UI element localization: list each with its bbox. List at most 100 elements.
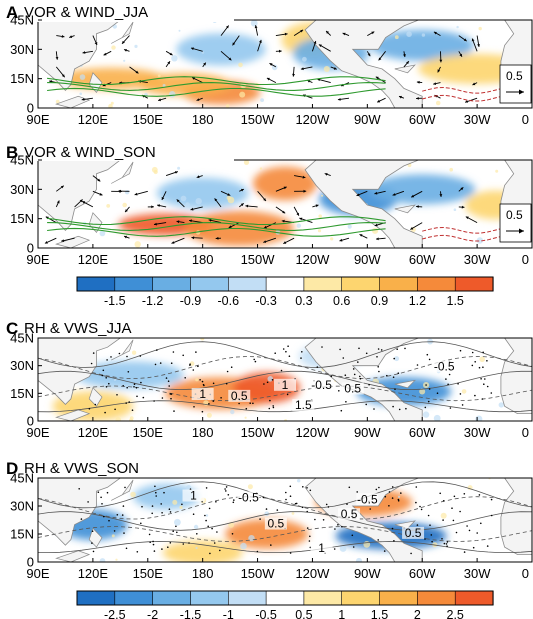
colorbar-1-tick-label: -0.9 (180, 294, 202, 308)
colorbar-1: -1.5 -1.2 -0.9 -0.6 -0.3 0.3 0.6 0.9 1.2 1.5 (76, 276, 494, 308)
panel-b-xtick-label: 150E (133, 252, 164, 267)
panel-b-ytick-label: 15N (10, 211, 34, 226)
panel-a-xtick-label: 180 (192, 112, 214, 127)
panel-b-xtick-label: 90W (354, 252, 381, 267)
panel-b-xtick-label: 60W (409, 252, 436, 267)
panel-c-title: RH & VWS_JJA (24, 320, 132, 337)
panel-d-overlay (38, 481, 532, 555)
panel-d-contour-label: -0.5 (238, 490, 259, 504)
panel-d-xtick-label: 60W (409, 566, 436, 581)
panel-d-feature (225, 519, 309, 549)
panel-d-contour-label: 1 (190, 489, 197, 503)
colorbar-2-swatch (379, 590, 418, 606)
panel-b-title: VOR & WIND_SON (24, 144, 156, 161)
panel-b-feature (369, 174, 476, 205)
panel-b-xtick-label: 120W (295, 252, 330, 267)
colorbar-2-swatch (190, 590, 229, 606)
colorbar-1-tick-label: 0.9 (371, 294, 388, 308)
panel-d-xtick-label: 150W (241, 566, 276, 581)
colorbar-1-swatch (190, 276, 229, 292)
colorbar-1-swatch (303, 276, 343, 292)
panel-c-ytick-label: 30N (10, 358, 34, 373)
colorbar-2-swatch (265, 590, 305, 606)
panel-d-xtick-label: 150E (133, 566, 164, 581)
panel-c-xticks: 90E 120E 150E 180 150W 120W 90W 60W 30W 0 (26, 417, 533, 440)
panel-b-xtick-label: 0 (522, 252, 529, 267)
colorbar-1-tick-label: -1.5 (104, 294, 126, 308)
panel-d-letter: D (6, 459, 18, 478)
panel-b-refvec-label: 0.5 (506, 208, 523, 222)
panel-d-xtick-label: 90E (26, 566, 49, 581)
panel-c-contour-label: -0.5 (311, 378, 332, 392)
panel-a-xtick-label: 0 (522, 112, 529, 127)
panel-c-xtick-label: 0 (522, 425, 529, 440)
panel-d-contour-label: 0.5 (268, 517, 285, 531)
panel-d: D RH & VWS_SON 0 15N 30N 45N 90E 120E 150E 180… (6, 459, 533, 581)
panel-a-ytick-label: 30N (10, 42, 34, 57)
colorbar-1-tick-label: 1.2 (409, 294, 426, 308)
panel-c: C RH & VWS_JJA 0 15N 30N 45N 90E 120E 150E 180… (6, 319, 533, 440)
panel-b-refvec: 0.5 (499, 203, 532, 243)
panel-c-feature (75, 361, 184, 389)
panel-d-contour-label: 0.5 (341, 507, 358, 521)
colorbar-2-tick-label: -1 (223, 608, 234, 619)
colorbar-2-tick-label: 1.5 (371, 608, 388, 619)
panel-a: A VOR & WIND_JJA 0 15N 30N 45N 90E 120E 150E 1… (4, 2, 533, 127)
panel-d-ytick-label: 15N (10, 527, 34, 542)
colorbar-1-tick-label: -0.6 (218, 294, 240, 308)
panel-b-yticks: 0 15N 30N 45N (10, 153, 42, 256)
panel-d-ytick-label: 30N (10, 499, 34, 514)
panel-a-yticks: 0 15N 30N 45N (10, 13, 42, 116)
panel-c-overlay (38, 341, 532, 414)
panel-d-xtick-label: 120W (295, 566, 330, 581)
panel-c-xtick-label: 30W (464, 425, 491, 440)
panel-a-xtick-label: 120W (295, 112, 330, 127)
colorbar-1-tick-label: -0.3 (255, 294, 277, 308)
panel-c-xtick-label: 90W (354, 425, 381, 440)
panel-a-ytick-label: 15N (10, 71, 34, 86)
panel-a-refvec-label: 0.5 (506, 69, 523, 83)
panel-b-land (38, 160, 532, 248)
colorbar-2-tick-label: 1 (338, 608, 345, 619)
colorbar-2-swatch (114, 590, 154, 606)
panel-a-xtick-label: 90E (26, 112, 49, 127)
panel-a-xtick-label: 90W (354, 112, 381, 127)
panel-a-title: VOR & WIND_JJA (24, 4, 148, 21)
colorbar-2-tick-label: -2.5 (104, 608, 126, 619)
panel-d-xticks: 90E 120E 150E 180 150W 120W 90W 60W 30W 0 (26, 558, 533, 581)
panel-a-frame (37, 19, 533, 109)
panel-d-xtick-label: 120E (78, 566, 109, 581)
panel-d-xtick-label: 180 (192, 566, 214, 581)
colorbar-2-swatch (454, 590, 494, 606)
panel-d-contour-label: 1 (318, 541, 325, 555)
colorbar-1-swatch (265, 276, 305, 292)
colorbar-2-swatch (303, 590, 343, 606)
panel-b-ytick-label: 0 (27, 241, 34, 256)
panel-b-xtick-label: 180 (192, 252, 214, 267)
panel-c-ytick-label: 45N (10, 331, 34, 346)
colorbar-2-tick-label: -1.5 (180, 608, 202, 619)
panel-d-contour-label: 0.5 (405, 526, 422, 540)
colorbar-2: -2.5 -2 -1.5 -1 -0.5 0.5 1 1.5 2 2.5 (76, 590, 494, 619)
colorbar-1-tick-label: 0.6 (333, 294, 350, 308)
colorbar-2-tick-label: -2 (147, 608, 158, 619)
panel-c-contour-label: 1.5 (295, 398, 312, 412)
panel-b-ytick-label: 45N (10, 153, 34, 168)
colorbar-2-tick-label: 2 (414, 608, 421, 619)
panel-b-xtick-label: 90E (26, 252, 49, 267)
panel-c-xtick-label: 120W (295, 425, 330, 440)
panel-b-ytick-label: 30N (10, 182, 34, 197)
panel-b-xticks: 90E 120E 150E 180 150W 120W 90W 60W 30W 0 (26, 244, 533, 267)
panel-c-frame (37, 337, 533, 422)
colorbar-1-swatch (379, 276, 418, 292)
colorbar-2-swatch (76, 590, 116, 606)
colorbar-2-swatch (341, 590, 381, 606)
colorbar-2-swatch (228, 590, 267, 606)
panel-d-ytick-label: 45N (10, 471, 34, 486)
panel-d-feature (162, 540, 243, 562)
panel-b: B VOR & WIND_SON 0 15N 30N 45N 90E 120E 150E 1… (4, 141, 533, 267)
colorbar-1-swatch (76, 276, 116, 292)
colorbar-1-swatch (228, 276, 267, 292)
panel-d-land (38, 478, 532, 562)
